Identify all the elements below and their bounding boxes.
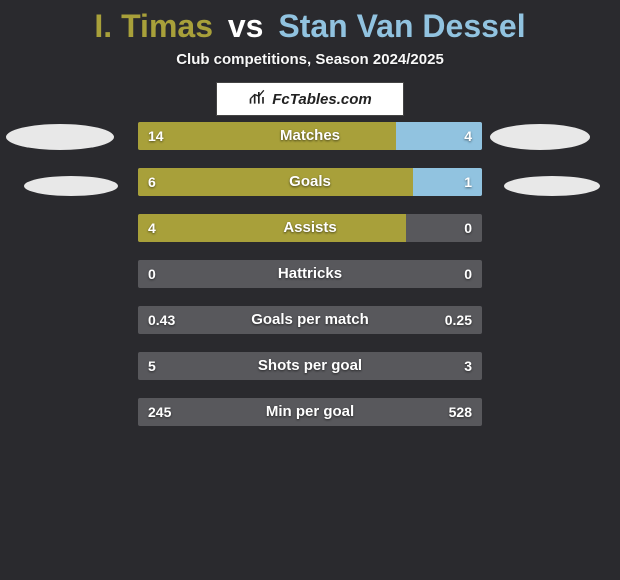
- stats-chart: 144Matches 61Goals 40Assists 00Hattricks 0.4…: [138, 122, 482, 444]
- subtitle: Club competitions, Season 2024/2025: [0, 51, 620, 68]
- stat-metric-label: Min per goal: [138, 398, 482, 426]
- stat-metric-label: Matches: [138, 122, 482, 150]
- comparison-title: I. Timas vs Stan Van Dessel: [0, 0, 620, 45]
- stat-metric-label: Goals: [138, 168, 482, 196]
- logo-ellipse: [490, 124, 590, 150]
- logo-ellipse: [504, 176, 600, 196]
- player2-name: Stan Van Dessel: [278, 8, 525, 44]
- stat-row: 40Assists: [138, 214, 482, 242]
- player1-name: I. Timas: [94, 8, 213, 44]
- logo-ellipse: [24, 176, 118, 196]
- title-vs: vs: [228, 8, 264, 44]
- stat-row: 0.430.25Goals per match: [138, 306, 482, 334]
- stat-row: 53Shots per goal: [138, 352, 482, 380]
- stat-row: 61Goals: [138, 168, 482, 196]
- stat-metric-label: Assists: [138, 214, 482, 242]
- brand-text: FcTables.com: [272, 91, 371, 108]
- stat-row: 144Matches: [138, 122, 482, 150]
- logo-ellipse: [6, 124, 114, 150]
- stat-row: 00Hattricks: [138, 260, 482, 288]
- brand-box: FcTables.com: [216, 82, 404, 116]
- chart-icon: [248, 87, 268, 111]
- stat-metric-label: Hattricks: [138, 260, 482, 288]
- stat-metric-label: Shots per goal: [138, 352, 482, 380]
- stat-metric-label: Goals per match: [138, 306, 482, 334]
- stat-row: 245528Min per goal: [138, 398, 482, 426]
